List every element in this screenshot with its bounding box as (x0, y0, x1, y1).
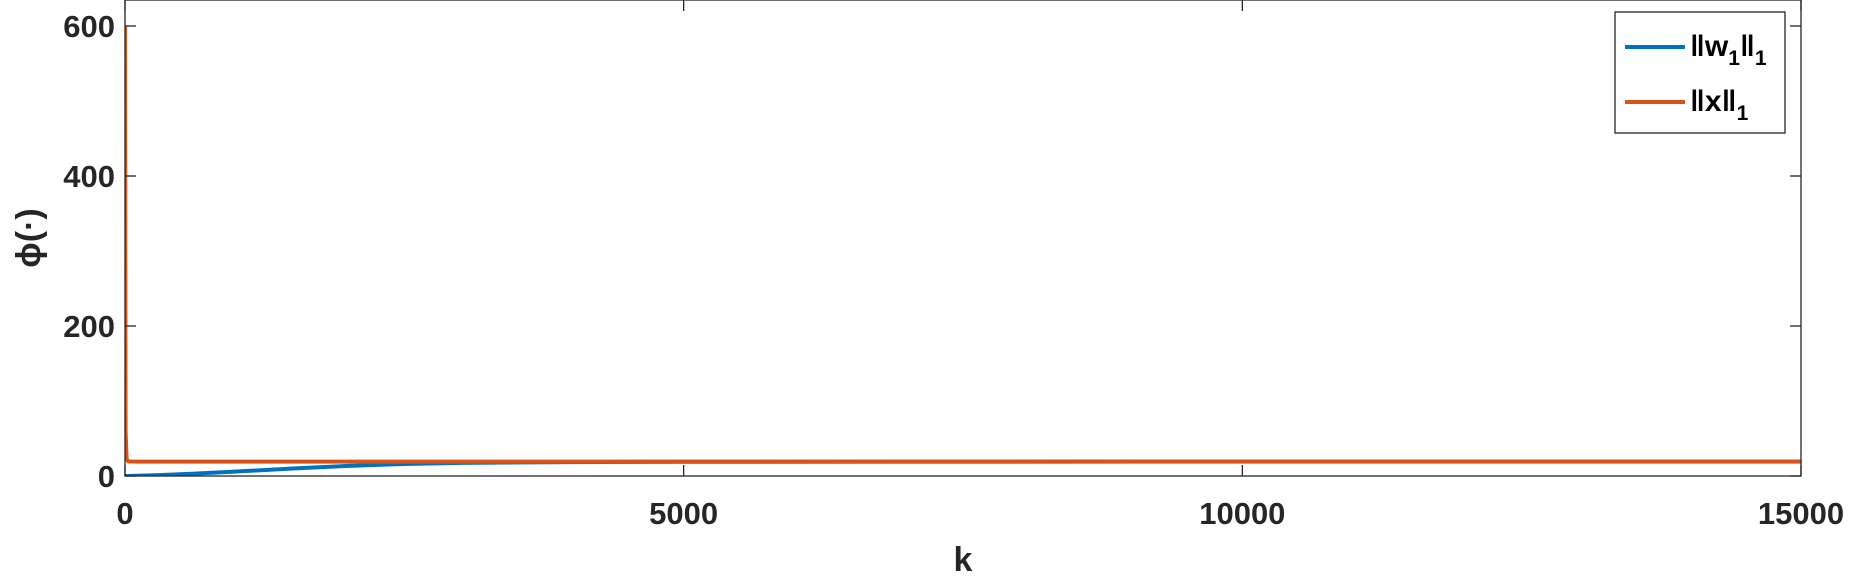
series-layer (125, 25, 1801, 476)
x-tick-label: 15000 (1758, 496, 1844, 531)
legend: ‖w1‖1 ‖x‖1 (1614, 11, 1786, 134)
x-tick-label: 0 (116, 496, 133, 531)
y-tick-label: 400 (63, 159, 115, 194)
legend-label-x: ‖x‖1 (1690, 85, 1749, 125)
y-axis-label: ϕ(·) (10, 208, 48, 267)
plot-frame (124, 0, 1802, 477)
series-line-0 (125, 459, 1801, 476)
y-tick-label: 200 (63, 309, 115, 344)
y-tick-label: 0 (98, 459, 115, 494)
y-tick-label: 600 (63, 9, 115, 44)
series-line-1 (125, 25, 1801, 464)
x-tick-label: 5000 (649, 496, 718, 531)
legend-box (1614, 11, 1786, 134)
ticks-layer: 0 5000 10000 15000 0 200 400 600 (63, 0, 1844, 531)
x-tick-label: 10000 (1199, 496, 1285, 531)
x-axis-label: k (954, 541, 973, 579)
legend-label-w1: ‖w1‖1 (1690, 30, 1767, 70)
